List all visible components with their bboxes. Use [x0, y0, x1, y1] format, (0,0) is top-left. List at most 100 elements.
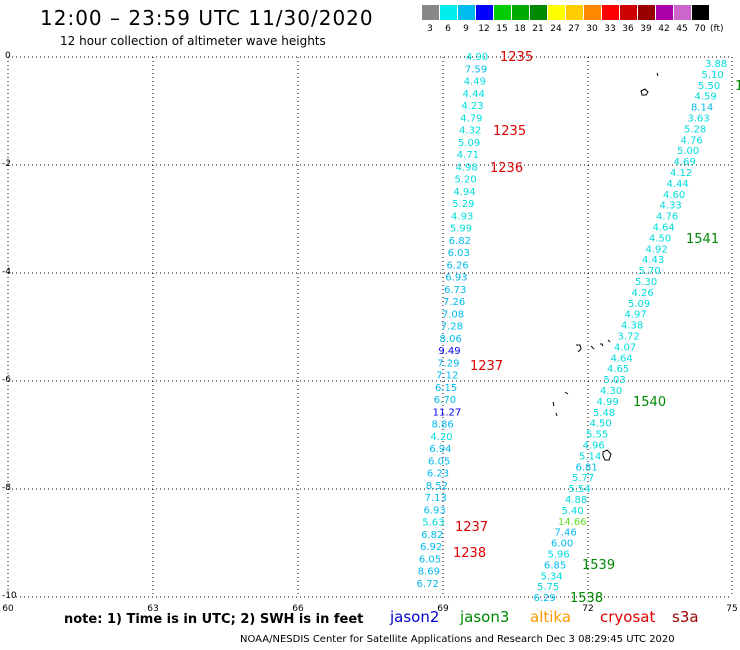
time-label: 1539 [582, 558, 615, 573]
swh-value-left-track: 6.92 [420, 542, 442, 553]
swh-value-left-track: 6.93 [445, 273, 467, 284]
legend-swatch [692, 5, 709, 20]
swh-value-left-track: 6.05 [428, 456, 450, 467]
legend-swatch [656, 5, 673, 20]
swh-value-right-track: 4.96 [583, 441, 605, 452]
swh-value-left-track: 6.94 [429, 444, 451, 455]
swh-value-left-track: 4.32 [459, 126, 481, 137]
swh-value-right-track: 4.30 [600, 386, 622, 397]
swh-value-right-track: 4.99 [597, 397, 619, 408]
y-tick-label: 0 [5, 51, 11, 61]
legend-swatch [566, 5, 583, 20]
swh-value-left-track: 5.99 [450, 224, 472, 235]
swh-value-right-track: 14.66 [558, 517, 587, 528]
swh-value-left-track: 4.23 [461, 101, 483, 112]
swh-value-right-track: 4.60 [663, 190, 685, 201]
swh-value-right-track: 5.77 [572, 473, 594, 484]
legend-swatch [530, 5, 547, 20]
swh-value-left-track: 5.09 [458, 138, 480, 149]
legend-label: 3 [427, 24, 433, 34]
island-outline [555, 412, 558, 417]
swh-value-right-track: 5.09 [628, 299, 650, 310]
legend-swatch [476, 5, 493, 20]
swh-value-left-track: 6.70 [434, 395, 456, 406]
swh-value-left-track: 4.98 [456, 162, 478, 173]
legend-swatch [440, 5, 457, 20]
legend-swatch [458, 5, 475, 20]
legend-label: 24 [550, 24, 562, 34]
legend-swatch [674, 5, 691, 20]
swh-value-left-track: 4.44 [463, 89, 485, 100]
swh-value-left-track: 7.08 [442, 309, 464, 320]
swh-value-right-track: 7.46 [555, 528, 577, 539]
swh-value-right-track: 4.12 [670, 168, 692, 179]
swh-value-left-track: 4.90 [466, 52, 488, 63]
swh-value-left-track: 5.20 [455, 175, 477, 186]
legend-label: 15 [496, 24, 508, 34]
swh-value-left-track: 6.05 [419, 554, 441, 565]
x-tick-label: 60 [2, 604, 14, 614]
time-label: 1237 [470, 359, 503, 374]
island-outline [564, 391, 569, 395]
island-outline [602, 449, 612, 461]
legend-label: 70 [694, 24, 706, 34]
grid-lines [7, 56, 733, 598]
swh-value-right-track: 4.50 [590, 419, 612, 430]
time-label: 1235 [500, 50, 533, 65]
island-outline [590, 345, 595, 350]
swh-value-right-track: 5.54 [569, 484, 591, 495]
x-tick-label: 72 [582, 604, 594, 614]
satellite-name: jason2 [390, 608, 440, 626]
island-outline [552, 401, 555, 407]
swh-value-right-track: 5.10 [702, 70, 724, 81]
note-text: note: 1) Time is in UTC; 2) SWH is in fe… [64, 612, 364, 627]
swh-value-left-track: 6.23 [427, 469, 449, 480]
x-tick-label: 69 [437, 604, 449, 614]
swh-value-left-track: 7.29 [437, 358, 459, 369]
time-label: 1541 [686, 232, 719, 247]
y-tick-label: -6 [2, 375, 11, 385]
x-tick-label: 75 [726, 604, 738, 614]
swh-value-right-track: 4.88 [565, 495, 587, 506]
swh-value-left-track: 7.12 [436, 371, 458, 382]
track-labels: 4.907.594.494.444.234.794.325.094.714.98… [417, 50, 740, 606]
swh-value-left-track: 8.06 [440, 334, 462, 345]
swh-value-left-track: 4.20 [430, 432, 452, 443]
swh-value-left-track: 5.63 [422, 518, 444, 529]
swh-value-right-track: 5.00 [677, 146, 699, 157]
swh-value-left-track: 8.86 [432, 420, 454, 431]
time-label: 1538 [570, 591, 603, 606]
swh-value-right-track: 4.38 [621, 321, 643, 332]
map-subtitle: 12 hour collection of altimeter wave hei… [60, 34, 326, 48]
satellite-name: altika [530, 608, 572, 626]
x-tick-label: 66 [292, 604, 304, 614]
time-label: 1237 [455, 520, 488, 535]
legend-label: 45 [676, 24, 688, 34]
swh-value-right-track: 4.64 [611, 353, 633, 364]
swh-value-right-track: 4.64 [653, 223, 675, 234]
legend-swatch [620, 5, 637, 20]
swh-value-right-track: 4.76 [681, 135, 703, 146]
legend-swatch [602, 5, 619, 20]
swh-value-right-track: 4.92 [646, 244, 668, 255]
legend-label: 33 [604, 24, 616, 34]
swh-value-right-track: 5.14 [579, 451, 601, 462]
swh-value-left-track: 6.03 [448, 248, 470, 259]
swh-value-left-track: 11.27 [433, 407, 462, 418]
island-outline [600, 343, 604, 347]
swh-value-right-track: 5.28 [684, 124, 706, 135]
island-outline [607, 339, 611, 343]
swh-value-left-track: 7.13 [425, 493, 447, 504]
swh-value-right-track: 6.81 [576, 462, 598, 473]
swh-value-right-track: 5.30 [635, 277, 657, 288]
legend-swatch [512, 5, 529, 20]
swh-value-right-track: 4.07 [614, 342, 636, 353]
swh-value-right-track: 6.00 [551, 539, 573, 550]
legend-swatch [422, 5, 439, 20]
swh-value-left-track: 4.93 [451, 211, 473, 222]
legend-label: 42 [658, 24, 670, 34]
swh-value-right-track: 4.43 [642, 255, 664, 266]
time-label: 1 [735, 79, 740, 94]
swh-value-left-track: 4.49 [464, 77, 486, 88]
swh-value-left-track: 4.94 [453, 187, 475, 198]
